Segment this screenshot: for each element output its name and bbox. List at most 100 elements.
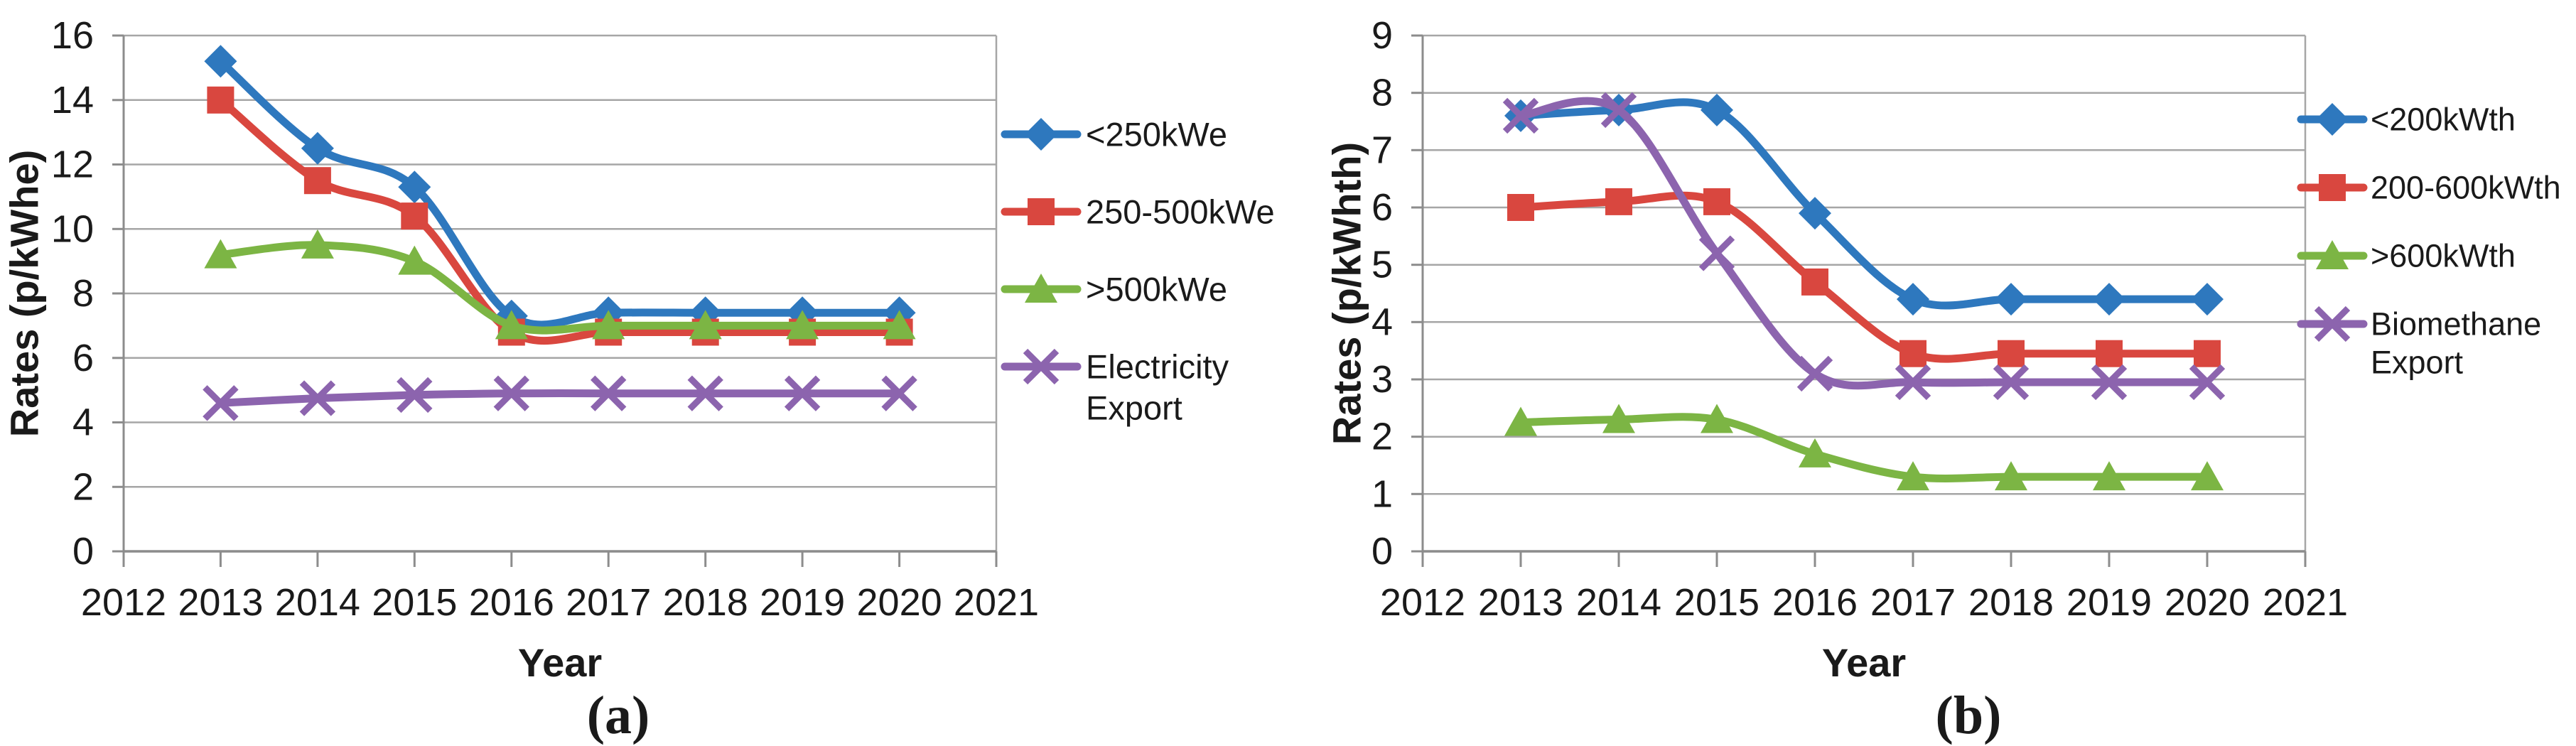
y-tick-label: 9 [1371,14,1393,57]
marker-diamond-icon [2191,283,2224,316]
y-tick-label: 6 [72,337,94,379]
marker-square-icon [207,86,235,114]
y-tick-label: 14 [51,79,94,121]
x-tick-label: 2019 [2066,581,2152,624]
marker-diamond-icon [204,45,237,78]
y-tick-label: 2 [72,465,94,508]
y-axis-title: Rates (p/kWhth) [1325,142,1369,445]
legend-label: >600kWth [2371,238,2516,274]
marker-triangle-icon [1025,274,1057,303]
x-axis-title: Year [1822,640,1906,685]
chart-panel-b: 0 1 2 3 4 5 6 7 8 9 2012 2013 2014 2015 2016 2017 2018 20… [1325,14,2561,745]
x-tick-label: 2020 [857,581,942,624]
marker-diamond-icon [1799,197,1831,230]
x-tick-label: 2014 [275,581,360,624]
marker-x-icon [2091,364,2128,401]
y-tick-label: 6 [1371,186,1393,229]
marker-x-icon [2189,364,2226,401]
marker-square-icon [2194,340,2221,367]
y-tick-label: 10 [51,207,94,250]
marker-triangle-icon [1995,461,2027,491]
y-tick-label: 0 [1371,530,1393,573]
marker-diamond-icon [2316,103,2349,136]
x-tick-label: 2018 [663,581,748,624]
marker-triangle-icon [398,245,431,275]
marker-diamond-icon [2093,283,2125,316]
y-tick-label: 4 [72,401,94,444]
marker-square-icon [1801,268,1828,296]
marker-triangle-icon [204,239,237,269]
marker-square-icon [1028,198,1055,225]
marker-x-icon [1895,364,1931,401]
marker-triangle-icon [2191,461,2224,491]
marker-square-icon [1899,340,1926,367]
series-line-3 [1516,413,2211,482]
legend-label: <200kWth [2371,102,2516,138]
legend-label: Export [1086,389,1182,427]
marker-square-icon [303,167,331,195]
y-tick-label: 4 [1371,301,1393,343]
marker-diamond-icon [1701,93,1733,126]
chart-panel-a: 0 2 4 6 8 10 12 14 16 2012 2013 2014 2015 2016 2017 201… [2,14,1275,745]
y-tick-label: 2 [1371,416,1393,458]
marker-triangle-icon [592,310,625,340]
legend-label: 250-500kWe [1086,193,1275,231]
x-tick-label: 2021 [954,581,1039,624]
marker-x-icon [299,380,336,416]
y-tick-label: 1 [1371,472,1393,515]
series-line-2 [1516,191,2211,363]
marker-x-icon [397,377,433,413]
x-tick-label: 2020 [2165,581,2250,624]
marker-triangle-icon [301,229,334,259]
marker-triangle-icon [1504,406,1537,436]
x-tick-label: 2013 [1478,581,1563,624]
x-tick-label: 2015 [372,581,457,624]
marker-triangle-icon [1897,461,1929,491]
y-tick-label: 5 [1371,244,1393,286]
y-tick-label: 7 [1371,129,1393,171]
marker-triangle-icon [883,310,916,340]
marker-triangle-icon [2316,240,2349,269]
marker-triangle-icon [1799,438,1831,467]
marker-x-icon [493,375,529,411]
marker-square-icon [1703,188,1730,215]
x-tick-label: 2017 [1870,581,1956,624]
y-tick-label: 3 [1371,358,1393,401]
legend-item: 250-500kWe [1001,193,1275,231]
marker-x-icon [1993,364,2030,401]
marker-diamond-icon [1025,118,1057,151]
marker-x-icon [2314,306,2351,342]
x-tick-label: 2017 [566,581,651,624]
series-line-4 [216,389,904,407]
marker-triangle-icon [1701,404,1733,433]
marker-square-icon [2319,174,2346,201]
marker-triangle-icon [1602,404,1635,433]
y-tick-label: 16 [51,14,94,57]
marker-triangle-icon [495,310,528,340]
legend-label: 200-600kWth [2371,170,2561,206]
marker-x-icon [1698,235,1735,271]
legend-item: >500kWe [1001,271,1227,308]
x-tick-label: 2012 [81,581,166,624]
legend-label: Export [2371,345,2464,381]
x-tick-label: 2016 [1772,581,1858,624]
marker-x-icon [203,385,239,421]
marker-square-icon [1605,188,1632,215]
x-tick-label: 2016 [469,581,554,624]
y-tick-label: 0 [72,530,94,573]
marker-triangle-icon [786,310,819,340]
legend-item: 200-600kWth [2297,170,2561,206]
marker-square-icon [401,202,429,230]
x-tick-label: 2019 [760,581,845,624]
y-axis-title: Rates (p/kWhe) [2,150,47,438]
x-tick-label: 2015 [1674,581,1759,624]
marker-triangle-icon [2093,461,2125,491]
marker-x-icon [687,375,723,411]
x-tick-label: 2021 [2263,581,2348,624]
marker-diamond-icon [1995,283,2027,316]
x-tick-label: 2012 [1380,581,1465,624]
marker-x-icon [1600,92,1637,129]
marker-x-icon [784,375,821,411]
legend-label: <250kWe [1086,116,1227,153]
